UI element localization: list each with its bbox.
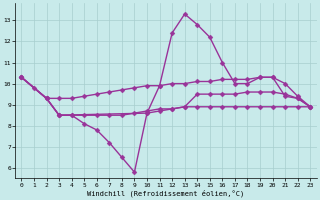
X-axis label: Windchill (Refroidissement éolien,°C): Windchill (Refroidissement éolien,°C) [87,189,244,197]
